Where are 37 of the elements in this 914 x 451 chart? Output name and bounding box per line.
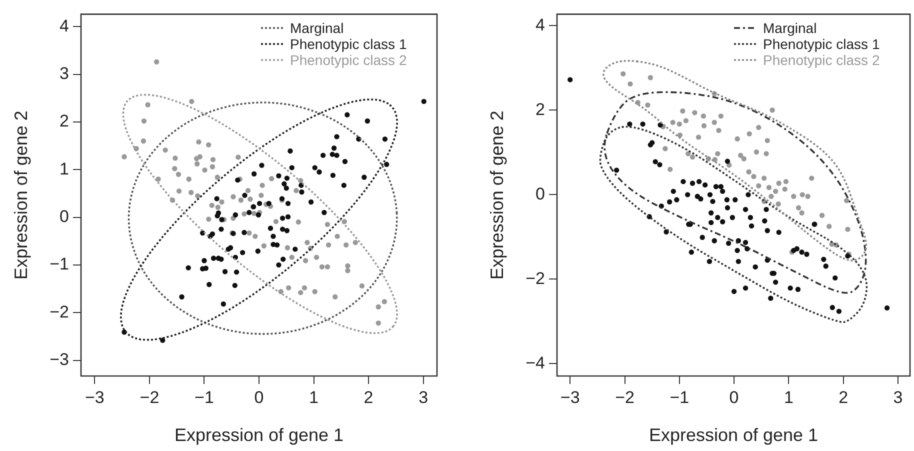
x-tick-label: −1 (194, 388, 214, 407)
y-tick-label: 3 (60, 64, 69, 83)
y-tick-label: 1 (60, 159, 69, 178)
y-tick-label: −2 (50, 302, 69, 322)
x-tick-label: 0 (254, 388, 264, 407)
y-tick-label: 0 (536, 184, 545, 204)
x-axis-title: Expression of gene 1 (648, 425, 818, 446)
y-tick-label: 2 (60, 112, 69, 131)
y-tick-label: −1 (50, 254, 69, 274)
x-tick-label: 1 (309, 388, 319, 407)
x-tick-label: −3 (84, 388, 104, 407)
x-tick-label: 3 (418, 388, 428, 407)
x-tick-label: 3 (893, 388, 903, 407)
y-axis-title: Expression of gene 2 (486, 110, 507, 280)
annotation: Marginal (763, 20, 817, 36)
y-tick-label: −2 (526, 268, 545, 288)
y-tick-label: 2 (536, 100, 545, 119)
annotation: Phenotypic class 2 (763, 52, 880, 68)
x-tick-label: −2 (140, 388, 160, 407)
x-axis-title: Expression of gene 1 (174, 425, 344, 446)
y-tick-label: −3 (50, 350, 69, 369)
y-tick-label: 4 (60, 16, 69, 36)
y-tick-label: 4 (536, 15, 545, 34)
x-tick-label: −3 (560, 388, 580, 407)
annotation: Phenotypic class 2 (290, 52, 407, 68)
x-tick-label: 1 (784, 388, 794, 407)
x-tick-label: 2 (838, 388, 848, 407)
x-tick-label: 0 (729, 388, 739, 407)
y-tick-label: 0 (60, 206, 69, 226)
annotation: Phenotypic class 1 (763, 36, 880, 52)
y-axis-title: Expression of gene 2 (10, 110, 31, 280)
annotation: Phenotypic class 1 (290, 36, 407, 52)
x-tick-label: −2 (615, 388, 634, 407)
x-tick-label: −1 (670, 388, 690, 407)
x-tick-label: 2 (364, 388, 374, 407)
y-tick-label: −4 (526, 353, 545, 372)
annotation: Marginal (290, 20, 344, 36)
